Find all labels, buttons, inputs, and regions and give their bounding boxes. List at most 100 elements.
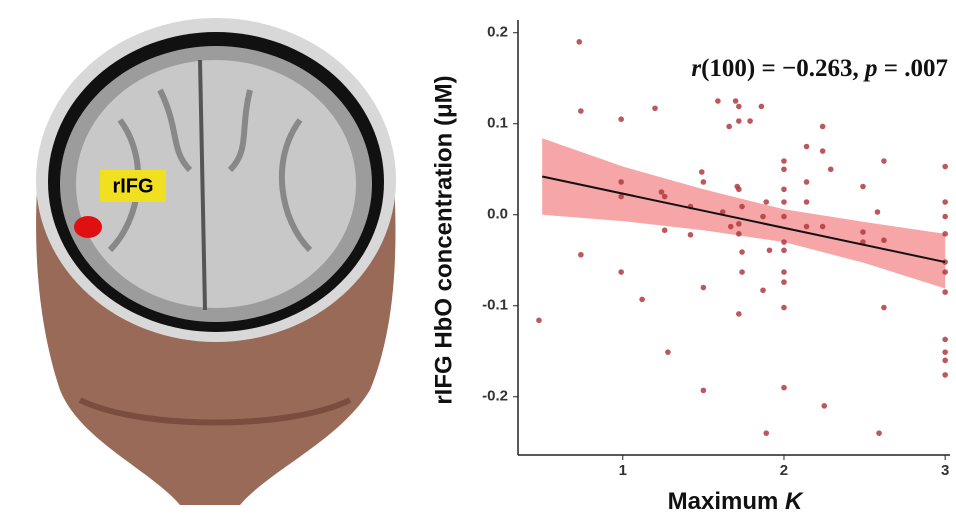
annotation-part: r <box>691 55 701 82</box>
point <box>860 183 866 190</box>
y-tick-label: 0.1 <box>487 115 508 132</box>
point <box>618 116 624 122</box>
head-shade <box>78 397 352 426</box>
point <box>781 158 787 164</box>
point <box>639 296 645 303</box>
annotation-part: p <box>863 55 878 82</box>
point <box>747 118 753 124</box>
point <box>736 221 742 227</box>
brain-cortex <box>76 60 356 308</box>
point <box>739 249 745 255</box>
point <box>881 304 887 311</box>
point <box>942 372 948 378</box>
point <box>942 163 948 170</box>
x-axis-title: Maximum K <box>668 488 804 515</box>
point <box>819 223 826 230</box>
x-tick-label: 2 <box>780 462 788 479</box>
point <box>658 189 665 195</box>
point <box>942 349 948 355</box>
point <box>874 209 881 215</box>
x-title-part: K <box>785 488 804 515</box>
annotation-part: = .007 <box>878 55 949 82</box>
point <box>781 213 787 220</box>
y-tick-label: -0.1 <box>482 297 508 314</box>
point <box>758 103 765 110</box>
point <box>687 231 694 238</box>
point <box>732 98 739 104</box>
point <box>881 237 887 244</box>
point <box>736 103 742 110</box>
x-tick-label: 1 <box>619 462 627 479</box>
point <box>819 148 826 154</box>
point <box>781 186 787 193</box>
rifg-region <box>74 216 102 238</box>
point <box>781 166 787 173</box>
point <box>942 336 948 343</box>
fit-line <box>541 175 946 264</box>
confidence-band <box>542 138 946 289</box>
point <box>739 269 745 275</box>
y-tick-label: 0.2 <box>487 24 508 41</box>
point <box>736 231 742 237</box>
point <box>726 123 732 130</box>
point <box>760 213 766 220</box>
label-box <box>100 170 166 202</box>
point <box>821 403 828 409</box>
point <box>942 259 948 265</box>
point <box>739 203 745 210</box>
point <box>665 349 671 355</box>
annotation-part: (100) = −0.263, <box>701 55 865 82</box>
point <box>661 227 668 234</box>
point <box>942 213 948 220</box>
point <box>942 199 948 205</box>
point <box>700 179 707 185</box>
point <box>860 229 866 235</box>
brain-image: rIFG <box>36 18 396 505</box>
region-label: rIFG <box>112 175 153 197</box>
point <box>819 123 826 130</box>
y-tick-label: -0.2 <box>482 388 508 405</box>
point <box>760 287 766 294</box>
point <box>781 304 787 311</box>
point <box>715 98 721 104</box>
point <box>661 193 668 200</box>
point <box>781 384 787 391</box>
point <box>803 199 810 205</box>
point <box>578 108 584 114</box>
point <box>719 209 726 215</box>
point <box>781 199 787 205</box>
point <box>803 223 810 230</box>
point <box>698 169 705 175</box>
point <box>942 269 948 275</box>
y-axis-title: rIFG HbO concentration (μM) <box>430 75 457 404</box>
point <box>618 193 624 200</box>
point <box>618 269 624 275</box>
x-tick-label: 3 <box>941 462 949 479</box>
point <box>942 231 948 237</box>
point <box>781 239 787 245</box>
point <box>736 311 742 317</box>
annotation: r(100) = −0.263, p = .007 <box>691 55 948 82</box>
point <box>576 39 583 45</box>
point <box>803 143 810 150</box>
point <box>652 105 658 112</box>
point <box>766 247 773 254</box>
point <box>578 251 584 258</box>
point <box>781 269 787 275</box>
point <box>763 430 770 436</box>
point <box>803 179 810 185</box>
y-tick-label: 0.0 <box>487 206 508 223</box>
x-title-part: Maximum <box>668 488 785 515</box>
point <box>618 179 624 185</box>
point <box>700 284 707 291</box>
fissure <box>198 59 207 311</box>
point <box>781 247 787 254</box>
point <box>827 166 834 173</box>
point <box>536 317 542 324</box>
point <box>942 357 948 364</box>
point <box>727 223 734 230</box>
point <box>763 199 770 205</box>
point <box>942 289 948 295</box>
point <box>781 279 787 285</box>
